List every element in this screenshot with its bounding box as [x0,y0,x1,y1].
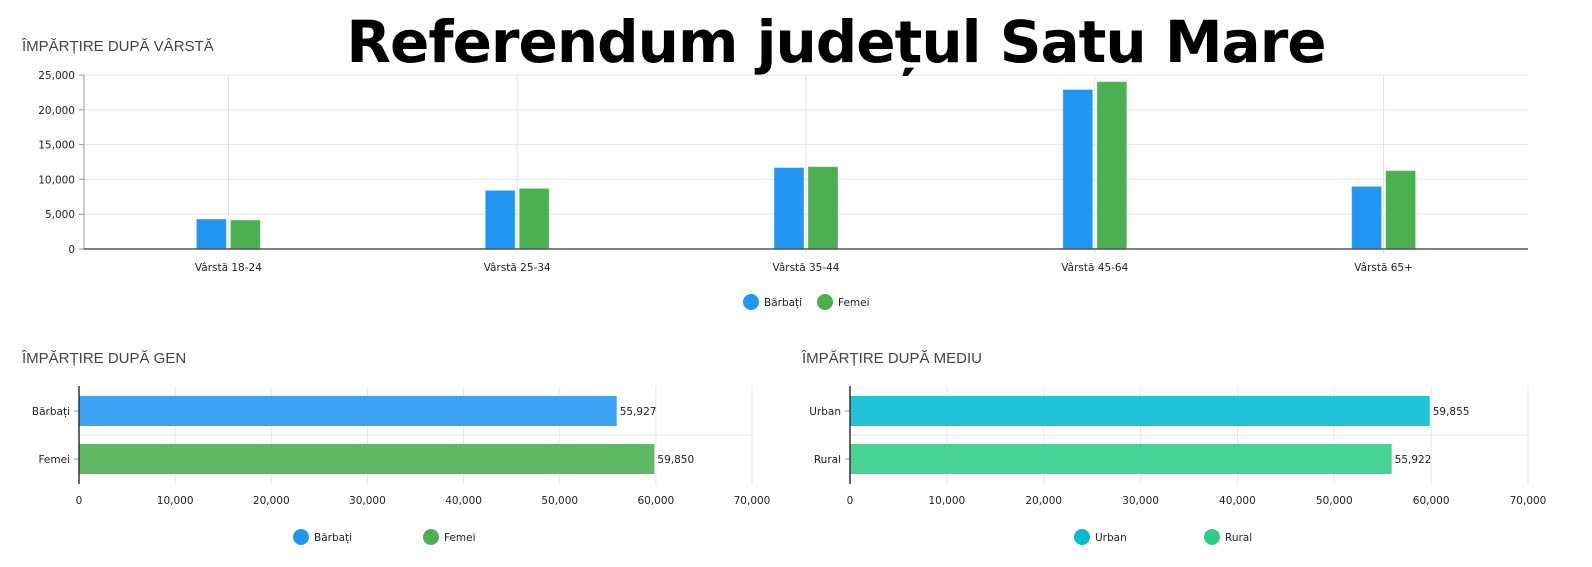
y-tick-label: 0 [68,244,75,256]
bar-bărbați [1351,185,1383,250]
x-tick-label: 50,000 [541,495,578,507]
y-tick-label: Rural [814,454,841,466]
x-tick-label: 40,000 [445,495,482,507]
x-tick-label: 70,000 [734,495,771,507]
x-tick-label: Vârstă 35-44 [773,262,840,274]
x-tick-label: Vârstă 45-64 [1061,262,1128,274]
legend-marker [1074,529,1090,545]
legend-label: Bărbați [314,532,352,544]
x-tick-label: 20,000 [253,495,290,507]
legend-marker [817,294,833,310]
bar-urban [850,396,1430,426]
data-label: 59,850 [657,454,694,466]
bar-femei [807,166,839,250]
bar-rural [850,444,1392,474]
x-tick-label: 50,000 [1316,495,1353,507]
age-chart-title: ÎMPĂRȚIRE DUPĂ VÂRSTĂ [22,38,214,55]
bar-bărbați [773,167,805,250]
data-label: 55,927 [620,406,657,418]
bar-bărbați [1062,88,1094,250]
environment-chart-title: ÎMPĂRȚIRE DUPĂ MEDIU [802,350,983,367]
page-title: Referendum județul Satu Mare [346,8,1326,76]
bar-bărbați [195,218,227,250]
legend-label: Femei [838,297,870,309]
x-tick-label: 20,000 [1025,495,1062,507]
y-tick-label: 10,000 [38,174,75,186]
y-tick-label: Bărbați [32,406,70,418]
x-tick-label: 60,000 [637,495,674,507]
x-tick-label: Vârstă 65+ [1354,262,1413,274]
y-tick-label: 5,000 [45,209,75,221]
legend-label: Urban [1095,532,1127,544]
x-tick-label: 60,000 [1413,495,1450,507]
legend-label: Bărbați [764,297,802,309]
bar-femei [1385,170,1417,250]
legend-marker [743,294,759,310]
x-tick-label: 40,000 [1219,495,1256,507]
y-tick-label: Urban [809,406,841,418]
data-label: 59,855 [1433,406,1470,418]
bar-femei [79,444,655,474]
y-tick-label: Femei [38,454,70,466]
data-label: 55,922 [1395,454,1432,466]
bar-bărbați [484,189,516,250]
legend-marker [423,529,439,545]
gender-chart-title: ÎMPĂRȚIRE DUPĂ GEN [22,350,187,367]
y-tick-label: 25,000 [38,70,75,82]
x-tick-label: 10,000 [157,495,194,507]
x-tick-label: Vârstă 18-24 [195,262,262,274]
legend-marker [293,529,309,545]
y-tick-label: 20,000 [38,105,75,117]
legend-marker [1204,529,1220,545]
legend-label: Rural [1225,532,1252,544]
x-tick-label: 0 [847,495,854,507]
x-tick-label: 30,000 [349,495,386,507]
y-tick-label: 15,000 [38,140,75,152]
bar-bărbați [79,396,617,426]
legend-label: Femei [444,532,476,544]
x-tick-label: 10,000 [928,495,965,507]
x-tick-label: 30,000 [1122,495,1159,507]
bar-femei [229,219,261,250]
bar-femei [518,187,550,250]
x-tick-label: 0 [76,495,83,507]
x-tick-label: Vârstă 25-34 [484,262,551,274]
x-tick-label: 70,000 [1510,495,1547,507]
bar-femei [1096,81,1128,250]
